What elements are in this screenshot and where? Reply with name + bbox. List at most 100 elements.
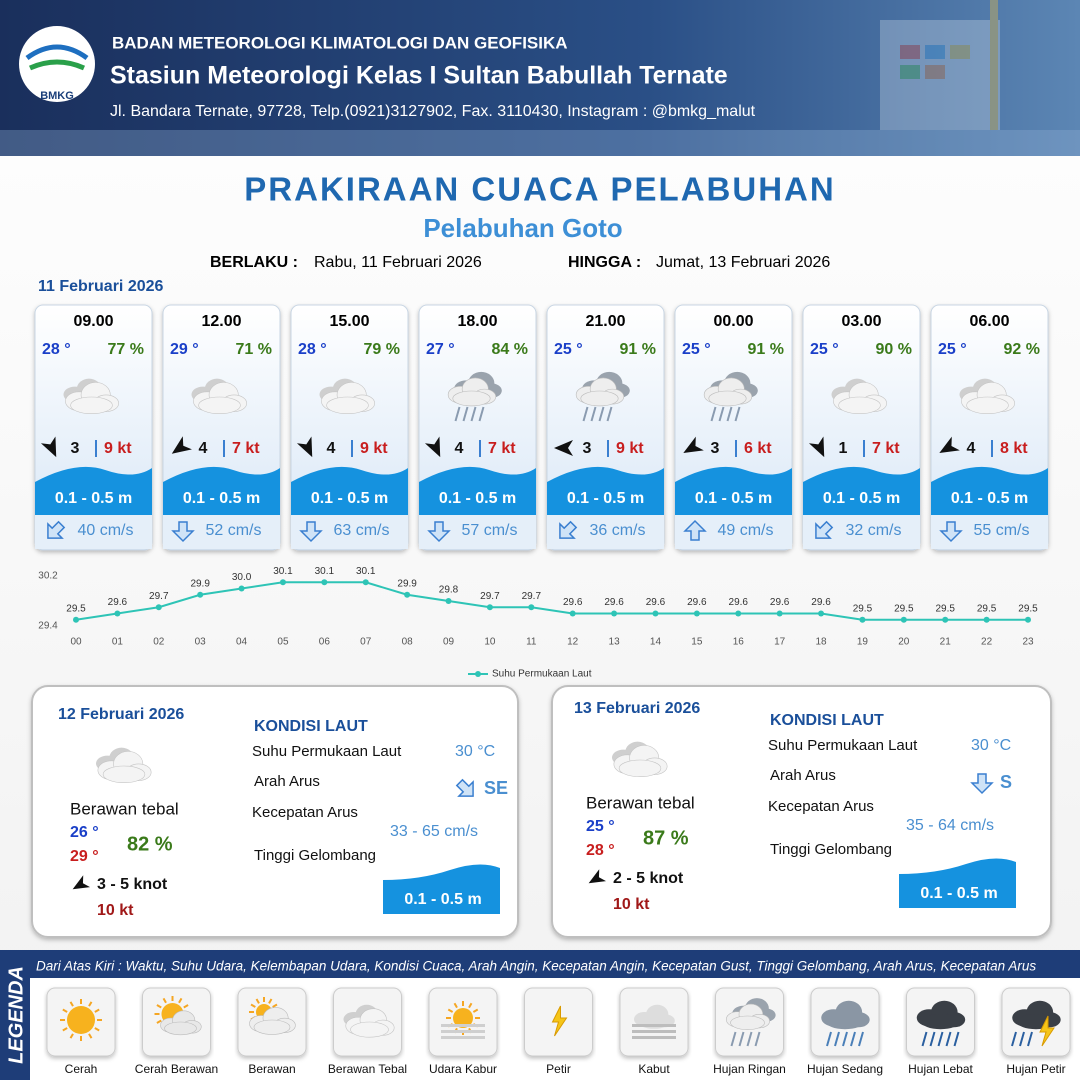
weather-label: Berawan tebal: [70, 799, 179, 818]
sst-point: [528, 604, 535, 611]
legend-marker: [475, 671, 481, 677]
cloud-part: [326, 396, 369, 415]
x-tick-label: 14: [650, 637, 662, 648]
current-speed: 55 cm/s: [973, 522, 1029, 539]
wave-height: 0.1 - 0.5 m: [183, 490, 260, 507]
temperature: 28 °: [42, 341, 71, 358]
wind-speed: 4: [327, 440, 336, 457]
legend-label: Berawan: [248, 1062, 295, 1076]
sun-ray: [94, 1008, 100, 1013]
rain: [730, 1031, 737, 1047]
x-tick-label: 01: [112, 637, 124, 648]
rain: [1027, 1031, 1033, 1047]
x-tick-label: 22: [981, 637, 993, 648]
wave-height: 0.1 - 0.5 m: [920, 885, 997, 902]
wind-range: 3 - 5 knot: [97, 876, 168, 893]
data-label: 29.5: [894, 603, 914, 614]
separator: [479, 440, 481, 457]
cloud-part: [826, 1014, 864, 1030]
rain: [590, 406, 597, 422]
data-label: 29.6: [687, 597, 707, 608]
field-label: Tinggi Gelombang: [254, 847, 376, 864]
x-tick-label: 11: [526, 637, 537, 648]
data-label: 29.6: [770, 597, 790, 608]
rain: [710, 406, 717, 422]
legend-label: Suhu Permukaan Laut: [492, 669, 592, 680]
data-label: 29.6: [563, 597, 583, 608]
weather-icon: [154, 996, 202, 1036]
sst-point: [693, 610, 700, 617]
weather-icon: [441, 1001, 485, 1039]
x-tick-label: 09: [443, 637, 455, 648]
weather-icon: [343, 1004, 395, 1038]
sst-point: [321, 579, 328, 586]
rain: [858, 1031, 864, 1047]
data-label: 29.7: [480, 591, 500, 602]
wave-height: 0.1 - 0.5 m: [55, 490, 132, 507]
current-speed: 36 cm/s: [589, 522, 645, 539]
current-speed: 33 - 65 cm/s: [390, 823, 478, 840]
wave: [163, 466, 280, 515]
rain: [937, 1031, 944, 1047]
wind-arrow: [939, 436, 960, 453]
wind-arrow: [554, 440, 573, 456]
legend-label: Kabut: [638, 1062, 670, 1076]
cloud-part: [966, 396, 1009, 415]
rain: [734, 406, 741, 422]
logo-arc: [25, 44, 89, 61]
cloud-part: [580, 390, 619, 407]
sun-ray: [69, 1001, 74, 1007]
gust: 10 kt: [97, 902, 134, 919]
wind-arrow: [40, 436, 57, 458]
cloud-part: [921, 1014, 960, 1030]
wind-arrow: [588, 869, 607, 884]
cloud-part: [70, 396, 113, 415]
sst-point: [404, 591, 411, 598]
gust: 9 kt: [360, 440, 388, 457]
separator: [351, 440, 353, 457]
cloud-part: [452, 390, 491, 407]
wind-speed: 3: [583, 440, 592, 457]
wave-height: 0.1 - 0.5 m: [951, 490, 1028, 507]
data-label: 29.8: [439, 585, 459, 596]
cloud-part: [618, 759, 662, 778]
data-label: 29.6: [108, 597, 128, 608]
sst-point: [983, 616, 990, 623]
weather-icon: [575, 371, 630, 422]
temp-min: 25 °: [586, 818, 615, 835]
legend-label: Hujan Ringan: [713, 1062, 786, 1076]
wave: [291, 466, 408, 515]
lightning: [551, 1005, 568, 1037]
rain: [953, 1031, 960, 1047]
legend-label: Cerah Berawan: [135, 1062, 218, 1076]
logo-arc: [28, 59, 86, 71]
field-label: Arah Arus: [254, 773, 320, 790]
temp-max: 28 °: [586, 842, 615, 859]
wave-height: 0.1 - 0.5 m: [695, 490, 772, 507]
time: 12.00: [201, 313, 241, 330]
weather-icon: [959, 378, 1015, 415]
wave: [931, 466, 1048, 515]
field-label: Tinggi Gelombang: [770, 841, 892, 858]
temperature: 28 °: [298, 341, 327, 358]
rain: [462, 406, 469, 422]
wind-arrow: [808, 436, 825, 458]
weather-icon: [249, 997, 296, 1035]
data-label: 29.6: [646, 597, 666, 608]
fog: [632, 1030, 676, 1033]
weather-label: Berawan tebal: [586, 793, 695, 812]
time: 09.00: [73, 313, 113, 330]
data-label: 29.6: [729, 597, 749, 608]
sun-ray: [268, 998, 273, 1004]
weather-icon: [551, 1005, 568, 1037]
legend-label: Hujan Petir: [1006, 1062, 1065, 1076]
data-label: 29.5: [935, 603, 955, 614]
data-label: 29.6: [604, 597, 624, 608]
field-label: Arah Arus: [770, 767, 836, 784]
humidity: 87 %: [643, 827, 689, 849]
data-label: 29.7: [522, 591, 542, 602]
sun-ray: [178, 997, 183, 1004]
wind-arrow: [171, 436, 192, 454]
cloud-part: [1017, 1014, 1055, 1030]
wind-speed: 4: [455, 440, 464, 457]
